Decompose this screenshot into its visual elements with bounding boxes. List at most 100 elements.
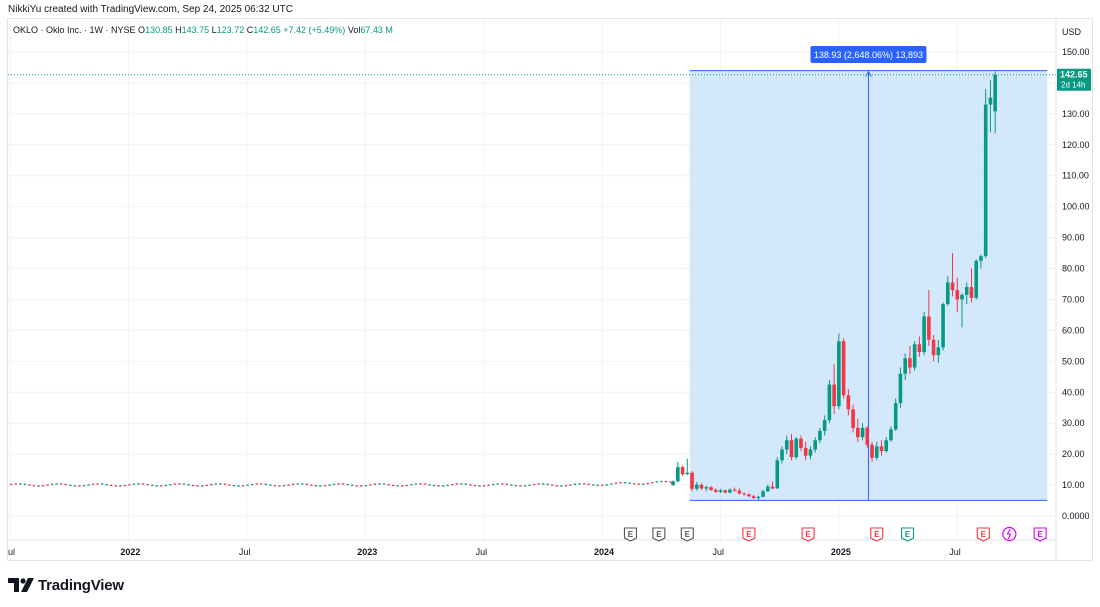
candle-flat (346, 483, 349, 486)
candle-flat (141, 483, 145, 485)
candle-body (884, 440, 889, 452)
candle-flat (105, 483, 108, 486)
candle-flat (555, 485, 559, 487)
y-tick-label: 120.00 (1062, 140, 1090, 150)
candle-flat (187, 484, 190, 486)
candle-flat (69, 484, 72, 486)
svg-text:E: E (746, 530, 752, 539)
candle-flat (487, 484, 490, 486)
candle-body (813, 440, 817, 450)
volume-label: Vol (347, 25, 361, 35)
svg-text:E: E (874, 530, 880, 539)
svg-text:E: E (685, 530, 691, 539)
candle-body (898, 373, 903, 404)
high-label: H (175, 25, 182, 35)
symbol-legend: OKLO · Oklo Inc. · 1W · NYSE O130.85 H14… (13, 25, 393, 35)
candle-flat (278, 485, 281, 487)
candle-flat (592, 484, 595, 486)
candle-flat (60, 483, 63, 485)
price-history-flat (10, 480, 672, 487)
candle-flat (232, 485, 236, 487)
candle-body (709, 487, 713, 491)
candle-body (874, 446, 879, 458)
candle-body (723, 490, 727, 493)
candle-flat (196, 485, 199, 487)
volume-value: 67.43 M (360, 25, 393, 35)
candle-body (950, 282, 955, 291)
candle-flat (214, 483, 218, 485)
candle-flat (28, 484, 31, 486)
candle-flat (341, 483, 345, 485)
candle-body (799, 438, 803, 448)
candle-body (756, 496, 761, 499)
tradingview-logo[interactable]: TradingView (8, 575, 124, 595)
candle-flat (205, 484, 208, 487)
candle-flat (319, 485, 322, 487)
candle-body (704, 487, 709, 489)
candle-flat (610, 483, 613, 485)
candle-flat (332, 483, 336, 485)
candle-flat (64, 483, 67, 486)
candle-flat (469, 484, 472, 486)
candle-flat (328, 484, 331, 486)
y-tick-label: 40.00 (1062, 387, 1085, 397)
candle-body (922, 316, 926, 353)
candle-body (671, 481, 675, 486)
candles (671, 71, 997, 501)
candle-body (770, 486, 775, 489)
candle-body (993, 74, 997, 112)
candle-body (893, 403, 898, 430)
candle-body (718, 490, 723, 492)
candle-flat (614, 482, 618, 484)
candle-body (879, 446, 884, 452)
y-tick-label: 30.00 (1062, 418, 1085, 428)
candle-flat (164, 484, 167, 487)
earnings-icon: E (623, 527, 638, 542)
candle-body (931, 339, 936, 356)
candle-flat (73, 485, 77, 487)
last-price-value: 142.65 (1060, 70, 1088, 80)
candle-flat (651, 482, 654, 484)
candle-flat (573, 483, 577, 485)
candle-flat (501, 483, 504, 485)
y-tick-label: 60.00 (1062, 325, 1085, 335)
x-tick-label: Jul (476, 547, 488, 557)
candle-body (694, 484, 699, 489)
candle-body (732, 489, 737, 491)
candle-flat (355, 485, 358, 487)
candle-flat (419, 483, 422, 485)
close-value: 142.65 (253, 25, 281, 35)
candle-flat (114, 485, 117, 487)
candle-flat (155, 485, 158, 487)
candle-body (775, 460, 780, 489)
candle-flat (82, 485, 86, 487)
candle-flat (451, 484, 454, 486)
candle-body (827, 384, 832, 421)
candle-flat (637, 483, 640, 485)
candle-flat (123, 484, 127, 487)
svg-text:E: E (1037, 530, 1043, 539)
candle-flat (482, 485, 486, 487)
y-tick-label: 100.00 (1062, 202, 1090, 212)
candle-body (766, 486, 770, 492)
open-label: O (138, 25, 146, 35)
candle-flat (596, 484, 599, 486)
candle-flat (210, 483, 213, 486)
candle-body (808, 449, 813, 456)
candle-flat (291, 483, 295, 486)
candle-flat (605, 484, 609, 486)
candle-flat (514, 485, 518, 487)
candle-flat (382, 483, 386, 485)
candle-flat (305, 483, 308, 486)
y-tick-label: 20.00 (1062, 449, 1085, 459)
candle-body (988, 97, 993, 105)
candle-body (979, 256, 983, 261)
candle-flat (496, 483, 499, 485)
candle-flat (428, 484, 431, 486)
candle-body (955, 290, 960, 300)
candle-flat (546, 483, 549, 486)
candle-body (936, 347, 941, 356)
candle-flat (582, 483, 586, 485)
measurement-label: 138.93 (2,648.06%) 13,893 (814, 50, 923, 60)
